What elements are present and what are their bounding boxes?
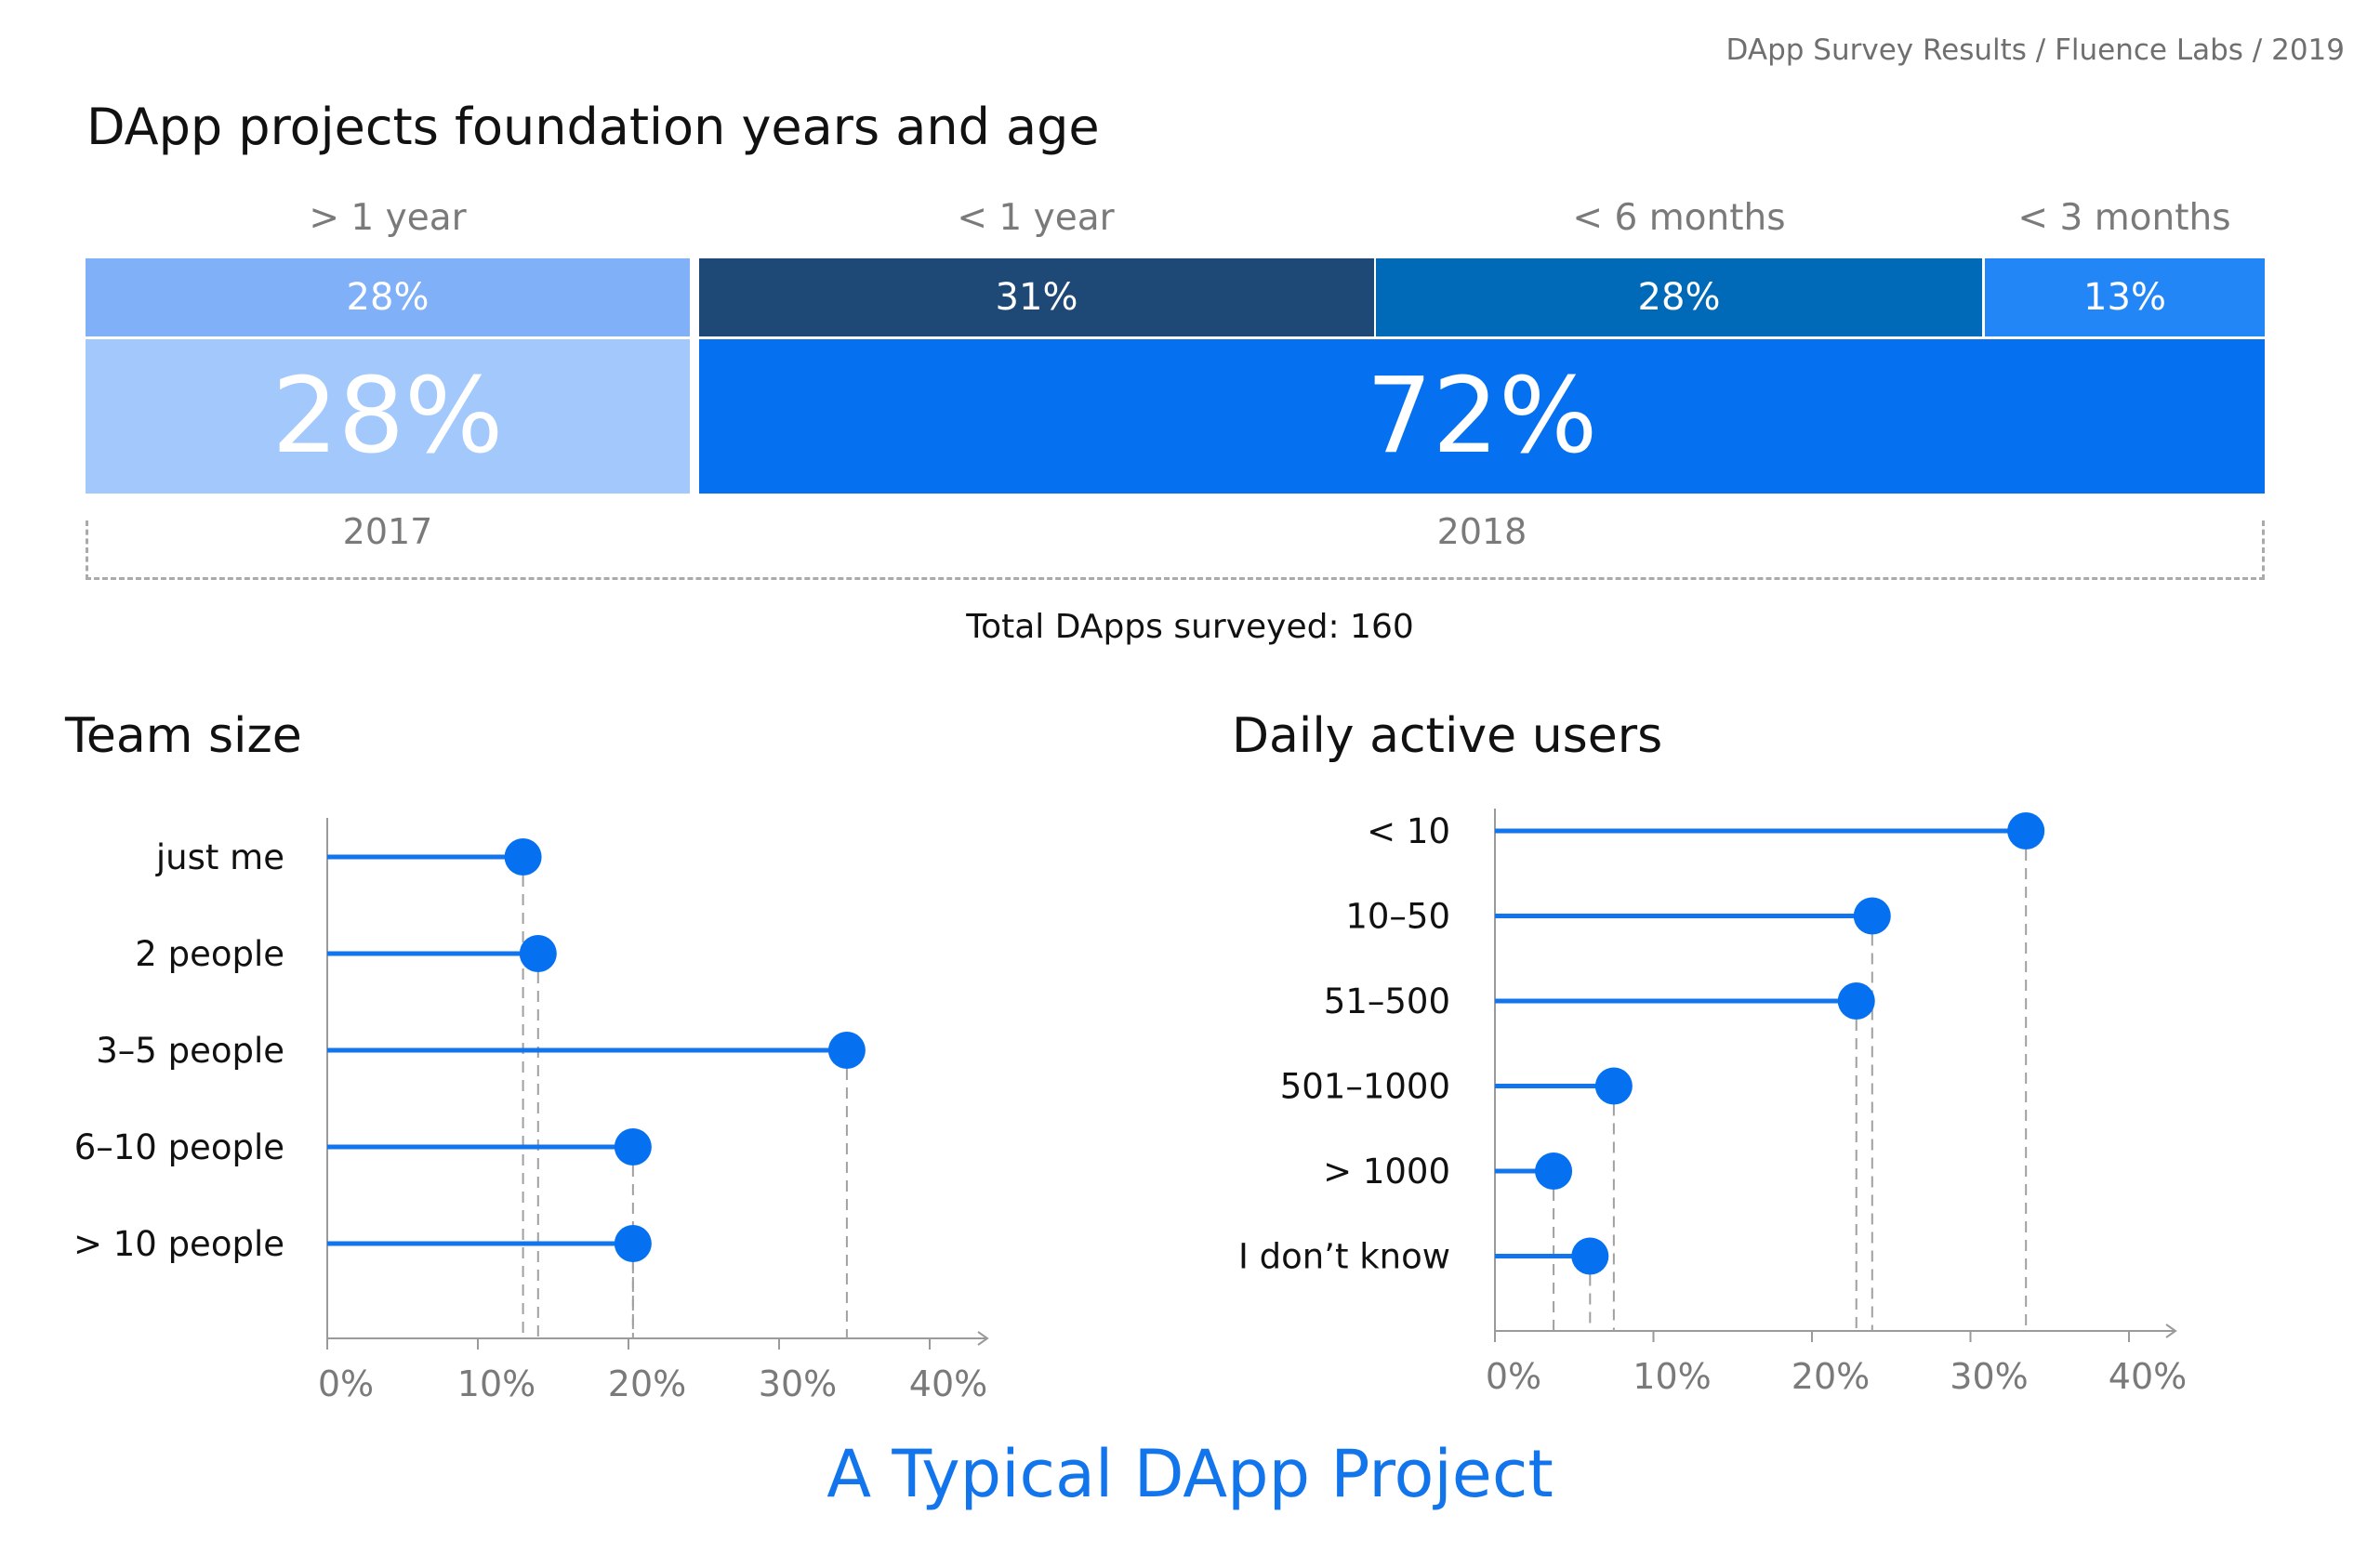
team-size-x-tick-label: 30% [759, 1363, 837, 1404]
team-size-category-label: 3–5 people [96, 1031, 284, 1071]
year-segment-2018: 72% [699, 339, 2265, 494]
age-label-over-1-year: > 1 year [309, 197, 467, 239]
daily-users-x-axis-arrow [2165, 1324, 2177, 1338]
daily-users-point [2007, 812, 2045, 849]
daily-users-x-tick-label: 0% [1486, 1356, 1541, 1397]
daily-users-point [1535, 1152, 1573, 1190]
year-segment-2017: 28% [86, 339, 690, 494]
team-size-x-tick-label: 40% [909, 1363, 987, 1404]
team-size-x-axis-arrow [977, 1331, 989, 1346]
year-bracket [86, 520, 2265, 580]
team-size-title: Team size [65, 708, 302, 764]
age-segment-over-1-year: 28% [86, 258, 690, 336]
team-size-point [614, 1128, 652, 1166]
daily-users-category-label: > 1000 [1323, 1152, 1450, 1192]
age-label-under-3-months: < 3 months [2017, 197, 2231, 239]
team-size-point [504, 838, 542, 876]
daily-users-x-tick-label: 20% [1792, 1356, 1870, 1397]
team-size-category-label: just me [155, 837, 284, 877]
daily-users-point [1571, 1237, 1609, 1275]
age-segment-under-3-months: 13% [1985, 258, 2265, 336]
team-size-category-label: 2 people [135, 934, 284, 974]
age-segment-under-1-year: 31% [699, 258, 1374, 336]
daily-users-category-label: 501–1000 [1280, 1067, 1450, 1107]
total-surveyed: Total DApps surveyed: 160 [966, 608, 1414, 646]
team-size-category-label: 6–10 people [74, 1127, 284, 1167]
age-label-under-1-year: < 1 year [957, 197, 1115, 239]
team-size-point [519, 935, 557, 972]
age-label-under-6-months: < 6 months [1572, 197, 1786, 239]
daily-users-x-tick-label: 30% [1950, 1356, 2028, 1397]
source-note: DApp Survey Results / Fluence Labs / 201… [1726, 33, 2345, 67]
daily-users-point [1594, 1067, 1633, 1105]
team-size-x-tick-label: 20% [608, 1363, 686, 1404]
age-segment-under-6-months: 28% [1376, 258, 1982, 336]
daily-users-point [1853, 897, 1891, 935]
daily-users-category-label: 51–500 [1324, 981, 1450, 1021]
year-label-2017: 2017 [342, 511, 433, 552]
team-size-category-label: > 10 people [73, 1224, 284, 1264]
daily-users-category-label: I don’t know [1238, 1237, 1450, 1277]
daily-users-title: Daily active users [1232, 708, 1663, 764]
daily-users-point [1837, 982, 1875, 1020]
main-title: DApp projects foundation years and age [86, 98, 1100, 156]
team-size-point [827, 1032, 866, 1069]
daily-users-category-label: < 10 [1367, 811, 1450, 851]
daily-users-x-tick-label: 40% [2109, 1356, 2187, 1397]
team-size-x-tick-label: 10% [457, 1363, 536, 1404]
daily-users-category-label: 10–50 [1345, 897, 1450, 937]
team-size-point [614, 1225, 652, 1262]
team-size-x-tick-label: 0% [318, 1363, 374, 1404]
footer-title: A Typical DApp Project [826, 1436, 1554, 1512]
year-label-2018: 2018 [1436, 511, 1527, 552]
daily-users-x-tick-label: 10% [1633, 1356, 1711, 1397]
